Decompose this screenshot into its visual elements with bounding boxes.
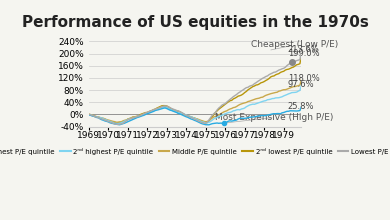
Legend: Highest P/E quintile, 2ⁿᵈ highest P/E quintile, Middle P/E quintile, 2ⁿᵈ lowest : Highest P/E quintile, 2ⁿᵈ highest P/E qu…	[0, 145, 390, 158]
Text: 25.8%: 25.8%	[287, 102, 314, 111]
Text: 199.0%: 199.0%	[287, 49, 319, 58]
Text: Cheapest (Low P/E): Cheapest (Low P/E)	[250, 40, 338, 50]
Text: 97.6%: 97.6%	[287, 80, 314, 89]
Text: 213.6%: 213.6%	[287, 45, 319, 54]
Title: Performance of US equities in the 1970s: Performance of US equities in the 1970s	[21, 15, 369, 30]
Text: 118.0%: 118.0%	[287, 74, 319, 83]
Text: Most Expensive (High P/E): Most Expensive (High P/E)	[215, 113, 334, 123]
